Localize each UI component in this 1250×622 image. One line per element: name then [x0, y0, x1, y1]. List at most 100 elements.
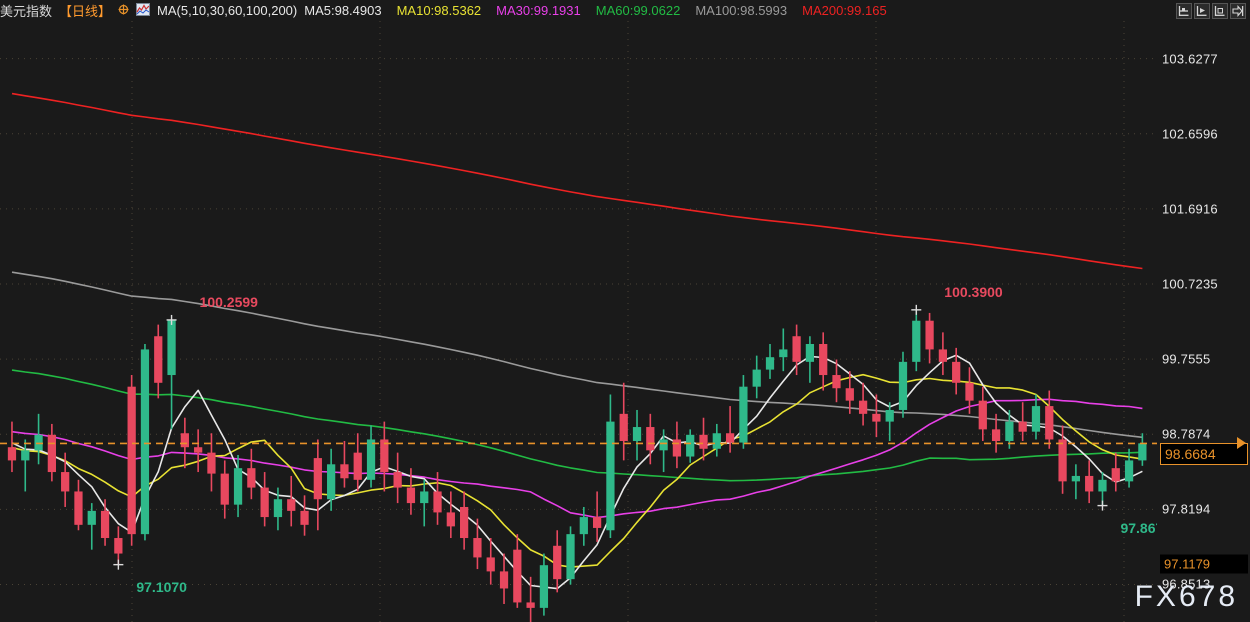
scroll-left-button[interactable] — [1194, 2, 1210, 19]
candle — [406, 487, 416, 504]
candle — [712, 433, 721, 449]
price-axis[interactable]: 103.6277 102.6596 101.6916 100.7235 99.7555 9… — [1157, 21, 1250, 622]
candle — [752, 369, 761, 387]
candle — [87, 510, 96, 525]
candle — [287, 499, 296, 511]
watermark: FX678 — [1134, 580, 1238, 613]
axis-tick-label: 100.7235 — [1162, 276, 1218, 292]
candle — [965, 382, 974, 401]
candle — [433, 491, 442, 513]
candle — [858, 400, 868, 414]
candle — [978, 400, 987, 430]
candle — [1098, 479, 1107, 492]
candle — [273, 499, 283, 518]
candle — [220, 473, 229, 505]
chart-header: 美元指数 【日线】 MA(5,10,30,60,100,200) MA5:98.… — [0, 0, 1250, 21]
candle — [194, 447, 203, 453]
swing-low-label-1: 97.1070 — [136, 578, 187, 595]
candle — [34, 434, 43, 451]
candle — [686, 434, 695, 457]
candle — [21, 450, 30, 461]
candle — [779, 349, 788, 358]
scroll-right-button[interactable] — [1212, 2, 1228, 19]
candle — [1005, 421, 1014, 442]
candle — [486, 557, 495, 572]
candle — [672, 439, 682, 457]
candle — [47, 434, 56, 473]
candle — [619, 413, 628, 442]
candle — [100, 510, 110, 539]
candle — [579, 517, 588, 535]
candle — [260, 487, 269, 518]
candle — [566, 534, 575, 580]
candle — [699, 434, 708, 449]
candle — [553, 545, 562, 580]
current-price-badge[interactable]: 98.6684 — [1160, 443, 1248, 466]
chart-toolbar[interactable] — [1176, 2, 1246, 19]
candle — [885, 409, 894, 422]
candle — [74, 491, 83, 525]
scroll-end-button[interactable] — [1230, 2, 1246, 19]
candle — [420, 491, 429, 504]
low-price-marker: 97.1179 — [1160, 554, 1248, 574]
candle — [632, 427, 642, 442]
axis-tick-label: 99.7555 — [1162, 351, 1211, 367]
candle — [380, 439, 389, 473]
crosshair-icon[interactable] — [118, 3, 129, 18]
candle — [1031, 406, 1041, 432]
candle — [353, 452, 362, 480]
candle — [938, 349, 948, 362]
ma200-value: MA200:99.165 — [802, 3, 887, 18]
candle — [1085, 475, 1094, 492]
candle — [1071, 475, 1080, 482]
candle — [739, 386, 748, 443]
ma60-value: MA60:99.0622 — [595, 3, 681, 18]
candle — [140, 349, 150, 535]
swing-high-label-1: 100.2599 — [199, 293, 258, 310]
candle — [167, 319, 176, 376]
price-arrow-icon — [1237, 437, 1246, 450]
candle — [127, 386, 136, 535]
axis-tick-label: 98.7874 — [1162, 426, 1211, 442]
ma-line-ma10 — [11, 373, 1143, 568]
axis-tick-label: 101.6916 — [1162, 201, 1218, 217]
zoom-fit-button[interactable] — [1176, 2, 1192, 19]
candle — [207, 452, 216, 474]
candle — [952, 361, 961, 383]
candle — [832, 375, 841, 389]
ma10-value: MA10:98.5362 — [396, 3, 482, 18]
candle — [499, 571, 509, 589]
candle — [872, 413, 881, 422]
candlestick-plot[interactable] — [0, 21, 1157, 622]
candle — [991, 429, 1001, 442]
ma-line-ma60 — [11, 369, 1143, 482]
candle — [898, 361, 908, 410]
candle — [393, 472, 402, 488]
ma30-value: MA30:99.1931 — [496, 3, 581, 18]
candle — [1018, 421, 1027, 432]
candle — [819, 343, 828, 376]
candle — [340, 464, 349, 479]
candle — [460, 506, 469, 539]
ma-params-label: MA(5,10,30,60,100,200) — [157, 3, 298, 18]
axis-tick-label: 96.8513 — [1162, 576, 1211, 592]
plot-svg — [0, 21, 1157, 622]
ma-line-ma30 — [11, 398, 1143, 519]
candle — [513, 549, 522, 603]
candle — [792, 336, 801, 362]
indicator-chart-icon[interactable] — [136, 2, 151, 19]
ma-line-ma5 — [11, 354, 1143, 590]
candle — [327, 464, 336, 500]
candle — [1058, 439, 1067, 482]
candle — [912, 320, 921, 362]
candle — [154, 336, 163, 383]
swing-high-label-2: 100.3900 — [944, 283, 1003, 300]
candle — [539, 565, 549, 608]
candle — [659, 439, 668, 451]
candle — [725, 433, 735, 443]
candle — [646, 427, 655, 451]
candle — [233, 468, 243, 505]
ma-line-ma100 — [11, 271, 1143, 439]
candle — [606, 421, 615, 531]
